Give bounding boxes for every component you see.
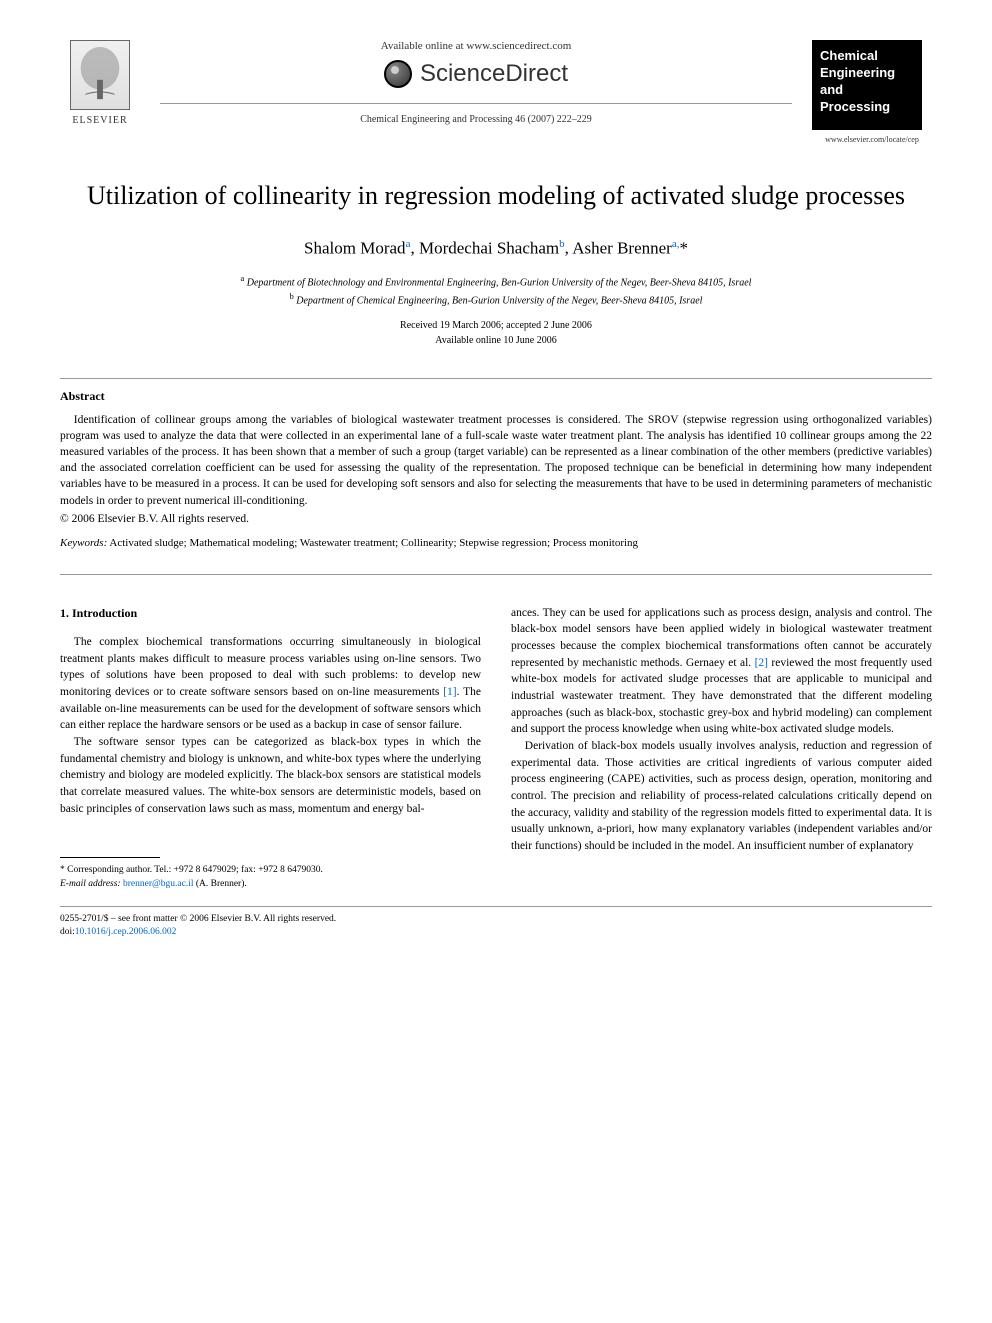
affiliations: a Department of Biotechnology and Enviro… bbox=[60, 273, 932, 308]
affiliation-text: Department of Biotechnology and Environm… bbox=[247, 278, 752, 289]
footnote-separator bbox=[60, 857, 160, 858]
cover-line: Engineering bbox=[820, 65, 914, 82]
section-heading: 1. Introduction bbox=[60, 605, 481, 622]
body-columns: 1. Introduction The complex biochemical … bbox=[60, 605, 932, 891]
available-online-date: Available online 10 June 2006 bbox=[60, 333, 932, 348]
paragraph: The software sensor types can be categor… bbox=[60, 734, 481, 817]
text-run: The complex biochemical transformations … bbox=[60, 636, 481, 698]
email-name: (A. Brenner). bbox=[196, 879, 247, 889]
divider bbox=[60, 574, 932, 575]
email-link[interactable]: brenner@bgu.ac.il bbox=[123, 879, 193, 889]
affiliation-a: a Department of Biotechnology and Enviro… bbox=[60, 273, 932, 290]
affiliation-b: b Department of Chemical Engineering, Be… bbox=[60, 291, 932, 308]
cover-line: Chemical bbox=[820, 48, 914, 65]
sciencedirect-logo: ScienceDirect bbox=[160, 60, 792, 88]
article-title: Utilization of collinearity in regressio… bbox=[60, 179, 932, 213]
corresponding-author: * Corresponding author. Tel.: +972 8 647… bbox=[60, 864, 481, 877]
author: Shalom Morad bbox=[304, 238, 406, 257]
keywords-label: Keywords: bbox=[60, 537, 107, 549]
journal-url: www.elsevier.com/locate/cep bbox=[812, 135, 932, 144]
journal-reference: Chemical Engineering and Processing 46 (… bbox=[160, 114, 792, 125]
email-line: E-mail address: brenner@bgu.ac.il (A. Br… bbox=[60, 878, 481, 891]
right-column: ances. They can be used for applications… bbox=[511, 605, 932, 891]
author-sup: b bbox=[559, 238, 565, 250]
elsevier-tree-icon bbox=[70, 40, 130, 110]
citation-link[interactable]: [1] bbox=[443, 686, 456, 698]
doi-link[interactable]: 10.1016/j.cep.2006.06.002 bbox=[75, 927, 177, 937]
email-label: E-mail address: bbox=[60, 879, 121, 889]
abstract-heading: Abstract bbox=[60, 389, 932, 404]
corresponding-mark: * bbox=[679, 238, 688, 257]
left-column: 1. Introduction The complex biochemical … bbox=[60, 605, 481, 891]
authors: Shalom Morada, Mordechai Shachamb, Asher… bbox=[60, 238, 932, 259]
keywords-text: Activated sludge; Mathematical modeling;… bbox=[109, 537, 638, 549]
author: Asher Brenner bbox=[572, 238, 672, 257]
center-header: Available online at www.sciencedirect.co… bbox=[140, 40, 812, 125]
author: Mordechai Shacham bbox=[419, 238, 559, 257]
journal-cover-box: Chemical Engineering and Processing bbox=[812, 40, 922, 130]
doi-label: doi: bbox=[60, 927, 75, 937]
available-online-text: Available online at www.sciencedirect.co… bbox=[160, 40, 792, 52]
author-sup: a bbox=[406, 238, 411, 250]
footnote: * Corresponding author. Tel.: +972 8 647… bbox=[60, 864, 481, 891]
keywords: Keywords: Activated sludge; Mathematical… bbox=[60, 537, 932, 549]
footer-separator bbox=[60, 906, 932, 907]
divider bbox=[60, 378, 932, 379]
paragraph: ances. They can be used for applications… bbox=[511, 605, 932, 738]
abstract-section: Abstract Identification of collinear gro… bbox=[60, 389, 932, 549]
cover-line: and bbox=[820, 82, 914, 99]
footer: 0255-2701/$ – see front matter © 2006 El… bbox=[60, 913, 932, 940]
elsevier-label: ELSEVIER bbox=[60, 115, 140, 126]
cover-line: Processing bbox=[820, 99, 914, 116]
header-row: ELSEVIER Available online at www.science… bbox=[60, 40, 932, 144]
footer-line1: 0255-2701/$ – see front matter © 2006 El… bbox=[60, 913, 932, 926]
sciencedirect-icon bbox=[384, 60, 412, 88]
citation-link[interactable]: [2] bbox=[755, 657, 768, 669]
abstract-copyright: © 2006 Elsevier B.V. All rights reserved… bbox=[60, 513, 932, 525]
paragraph: Derivation of black-box models usually i… bbox=[511, 738, 932, 855]
affiliation-text: Department of Chemical Engineering, Ben-… bbox=[296, 295, 702, 306]
received-accepted: Received 19 March 2006; accepted 2 June … bbox=[60, 318, 932, 333]
journal-cover: Chemical Engineering and Processing www.… bbox=[812, 40, 932, 144]
paragraph: The complex biochemical transformations … bbox=[60, 634, 481, 734]
abstract-text: Identification of collinear groups among… bbox=[60, 412, 932, 509]
footer-doi: doi:10.1016/j.cep.2006.06.002 bbox=[60, 926, 932, 939]
sciencedirect-text: ScienceDirect bbox=[420, 60, 568, 88]
elsevier-logo: ELSEVIER bbox=[60, 40, 140, 126]
article-dates: Received 19 March 2006; accepted 2 June … bbox=[60, 318, 932, 348]
header-divider bbox=[160, 103, 792, 104]
